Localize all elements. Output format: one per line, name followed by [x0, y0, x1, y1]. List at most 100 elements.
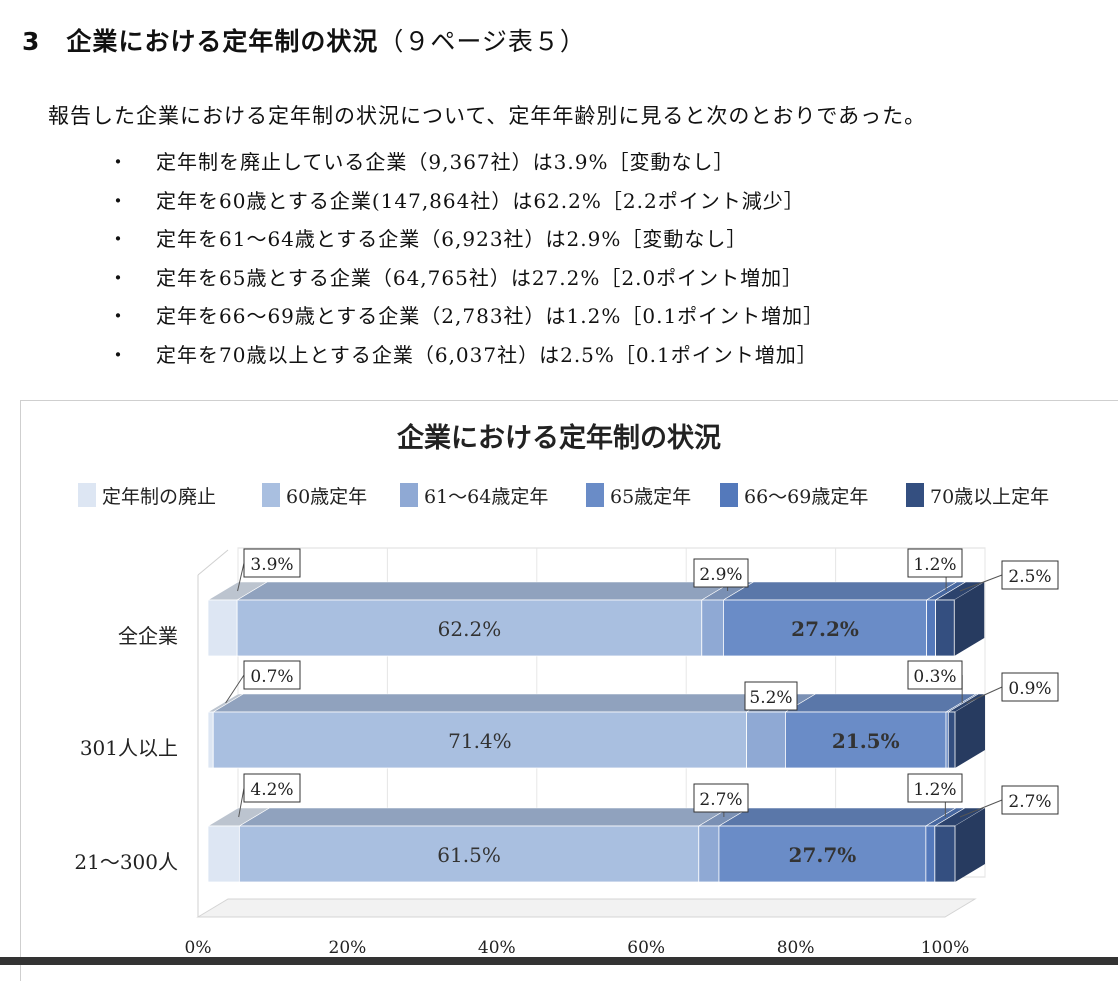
bar-top-face — [236, 581, 733, 601]
bullet-marker: ・ — [108, 227, 129, 251]
bullet-text: 定年制を廃止している企業（9,367社）は3.9%［変動なし］ — [156, 150, 735, 174]
callout-line — [959, 799, 1003, 818]
bar-segment — [746, 711, 786, 769]
callout-line — [959, 574, 1003, 592]
section-heading: 3 企業における定年制の状況（９ページ表５） — [22, 22, 586, 58]
data-label: 2.7% — [1008, 792, 1051, 812]
data-label: 3.9% — [250, 555, 293, 575]
bullet-marker: ・ — [108, 265, 129, 290]
data-label: 27.2% — [791, 617, 859, 641]
legend-swatch — [262, 483, 280, 507]
bar-segment — [947, 711, 956, 769]
chart-side-edge — [197, 549, 229, 576]
bar-side-face — [954, 582, 985, 656]
section-title: 企業における定年制の状況 — [66, 27, 379, 56]
callout-box — [907, 548, 963, 578]
bar-top-face — [784, 693, 978, 713]
bar-top-face — [238, 807, 730, 827]
callout-box — [243, 773, 301, 803]
category-label: 全企業 — [118, 624, 178, 648]
list-item: ・ 定年制を廃止している企業（9,367社）は3.9%［変動なし］ — [108, 146, 824, 185]
callout-line — [225, 674, 245, 704]
callout-box — [744, 681, 798, 711]
data-label: 21.5% — [832, 729, 900, 753]
bar-segment — [207, 711, 214, 769]
legend-swatch — [906, 483, 924, 507]
data-label: 2.7% — [699, 790, 742, 810]
bottom-bar — [0, 957, 1118, 965]
legend-swatch — [78, 483, 96, 507]
intro-text: 報告した企業における定年制の状況について、定年年齢別に見ると次のとおりであった。 — [48, 104, 927, 128]
bar-segment — [934, 825, 956, 883]
x-tick-label: 40% — [478, 938, 516, 958]
data-label: 71.4% — [448, 729, 512, 753]
data-label: 1.2% — [913, 555, 956, 575]
legend-label: 65歳定年 — [610, 486, 691, 508]
x-tick-label: 60% — [627, 938, 665, 958]
bullet-marker: ・ — [108, 150, 129, 174]
data-label: 0.9% — [1008, 679, 1051, 699]
chart-title: 企業における定年制の状況 — [397, 422, 721, 454]
data-label: 62.2% — [438, 617, 502, 641]
callout-box — [907, 660, 963, 690]
bar-segment — [723, 599, 928, 657]
data-label: 61.5% — [437, 843, 501, 867]
bullet-marker: ・ — [108, 304, 129, 328]
list-item: ・ 定年を66～69歳とする企業（2,783社）は1.2%［0.1ポイント増加］ — [108, 300, 824, 339]
callout-line — [237, 562, 245, 592]
bullet-text: 定年を70歳以上とする企業（6,037社）は2.5%［0.1ポイント増加］ — [156, 342, 818, 367]
bar-top-face — [212, 693, 778, 713]
bar-top-face — [717, 807, 957, 827]
bar-side-face — [955, 808, 985, 882]
legend-label: 定年制の廃止 — [102, 486, 216, 508]
section-number: 3 — [22, 27, 41, 56]
callout-box — [1001, 560, 1059, 590]
bar-segment — [207, 599, 238, 657]
list-item: ・ 定年を61～64歳とする企業（6,923社）は2.9%［変動なし］ — [108, 223, 824, 262]
legend-swatch — [720, 483, 738, 507]
x-tick-label: 80% — [777, 938, 815, 958]
legend-label: 61～64歳定年 — [424, 486, 548, 508]
bullet-text: 定年を66～69歳とする企業（2,783社）は1.2%［0.1ポイント増加］ — [156, 304, 825, 328]
bar-segment — [926, 599, 936, 657]
x-tick-label: 0% — [185, 938, 212, 958]
bar-segment — [236, 599, 703, 657]
list-item: ・ 定年を70歳以上とする企業（6,037社）は2.5%［0.1ポイント増加］ — [108, 339, 824, 378]
x-tick-label: 20% — [329, 938, 367, 958]
bar-segment — [935, 599, 955, 657]
callout-line — [238, 787, 245, 818]
bullet-marker: ・ — [108, 342, 129, 367]
legend-label: 66～69歳定年 — [744, 486, 868, 508]
bar-side-face — [955, 694, 985, 768]
x-tick-label: 100% — [921, 938, 970, 958]
callout-box — [693, 783, 749, 813]
bullet-text: 定年を60歳とする企業(147,864社）は62.2%［2.2ポイント減少］ — [156, 188, 805, 213]
bar-segment — [698, 825, 720, 883]
callout-line — [966, 686, 1003, 704]
legend-swatch — [400, 483, 418, 507]
bar-top-face — [722, 581, 958, 601]
bar-segment — [212, 711, 747, 769]
data-label: 0.3% — [913, 667, 956, 687]
bullet-text: 定年を65歳とする企業（64,765社）は27.2%［2.0ポイント増加］ — [156, 265, 804, 290]
legend-label: 60歳定年 — [286, 486, 367, 508]
callout-box — [243, 548, 301, 578]
bar-segment — [701, 599, 724, 657]
chart-floor — [196, 898, 977, 918]
data-label: 1.2% — [913, 780, 956, 800]
bar-segment — [785, 711, 947, 769]
section-reference: （９ページ表５） — [378, 27, 586, 56]
data-label: 2.5% — [1008, 567, 1051, 587]
list-item: ・ 定年を65歳とする企業（64,765社）は27.2%［2.0ポイント増加］ — [108, 262, 824, 301]
bar-segment — [925, 825, 936, 883]
data-label: 5.2% — [749, 688, 792, 708]
category-label: 301人以上 — [80, 736, 178, 760]
category-label: 21～300人 — [74, 850, 178, 874]
callout-box — [693, 558, 749, 588]
bullet-list: ・定年制を廃止している企業（9,367社）は3.9%［変動なし］ ・定年を60歳… — [108, 146, 824, 377]
callout-box — [243, 660, 301, 690]
callout-box — [1001, 672, 1059, 702]
legend-swatch — [586, 483, 604, 507]
data-label: 0.7% — [250, 667, 293, 687]
